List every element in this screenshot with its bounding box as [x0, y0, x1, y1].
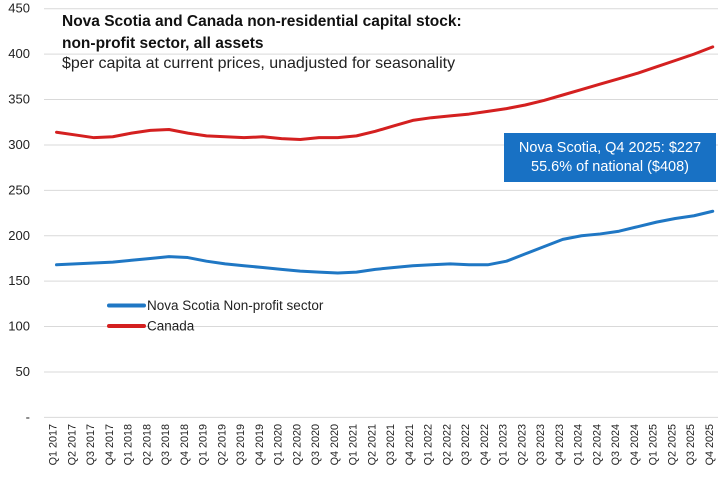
svg-text:Q3 2020: Q3 2020	[310, 424, 322, 465]
svg-text:Q3 2022: Q3 2022	[460, 424, 472, 465]
svg-text:Q2 2023: Q2 2023	[516, 424, 528, 465]
svg-text:Q1 2025: Q1 2025	[648, 424, 660, 465]
svg-text:Q4 2024: Q4 2024	[629, 424, 641, 465]
svg-text:Q3 2025: Q3 2025	[685, 424, 697, 465]
svg-text:Q4 2025: Q4 2025	[704, 424, 716, 465]
svg-text:Q1 2021: Q1 2021	[348, 424, 360, 465]
svg-text:Q2 2024: Q2 2024	[591, 424, 603, 465]
svg-text:Q4 2018: Q4 2018	[179, 424, 191, 465]
svg-text:Q1 2023: Q1 2023	[498, 424, 510, 465]
svg-text:Q2 2022: Q2 2022	[441, 424, 453, 465]
svg-text:Q2 2019: Q2 2019	[216, 424, 228, 465]
svg-text:Q4 2019: Q4 2019	[254, 424, 266, 465]
svg-text:Q4 2020: Q4 2020	[329, 424, 341, 465]
svg-text:Q2 2021: Q2 2021	[366, 424, 378, 465]
svg-text:Q1 2022: Q1 2022	[423, 424, 435, 465]
svg-text:Q3 2023: Q3 2023	[535, 424, 547, 465]
svg-text:Q1 2020: Q1 2020	[273, 424, 285, 465]
svg-text:Q3 2019: Q3 2019	[235, 424, 247, 465]
svg-text:Q2 2020: Q2 2020	[291, 424, 303, 465]
svg-text:Q4 2017: Q4 2017	[104, 424, 116, 465]
svg-text:Q2 2025: Q2 2025	[666, 424, 678, 465]
svg-text:Q1 2019: Q1 2019	[198, 424, 210, 465]
svg-text:Q4 2023: Q4 2023	[554, 424, 566, 465]
svg-text:Q3 2024: Q3 2024	[610, 424, 622, 465]
svg-text:Q3 2021: Q3 2021	[385, 424, 397, 465]
svg-text:Q1 2017: Q1 2017	[48, 424, 60, 465]
svg-text:Q2 2018: Q2 2018	[141, 424, 153, 465]
svg-text:Q2 2017: Q2 2017	[66, 424, 78, 465]
svg-text:Q4 2021: Q4 2021	[404, 424, 416, 465]
svg-text:Q3 2018: Q3 2018	[160, 424, 172, 465]
svg-text:Q1 2018: Q1 2018	[123, 424, 135, 465]
svg-text:Q1 2024: Q1 2024	[573, 424, 585, 465]
svg-text:Q4 2022: Q4 2022	[479, 424, 491, 465]
svg-text:Q3 2017: Q3 2017	[85, 424, 97, 465]
